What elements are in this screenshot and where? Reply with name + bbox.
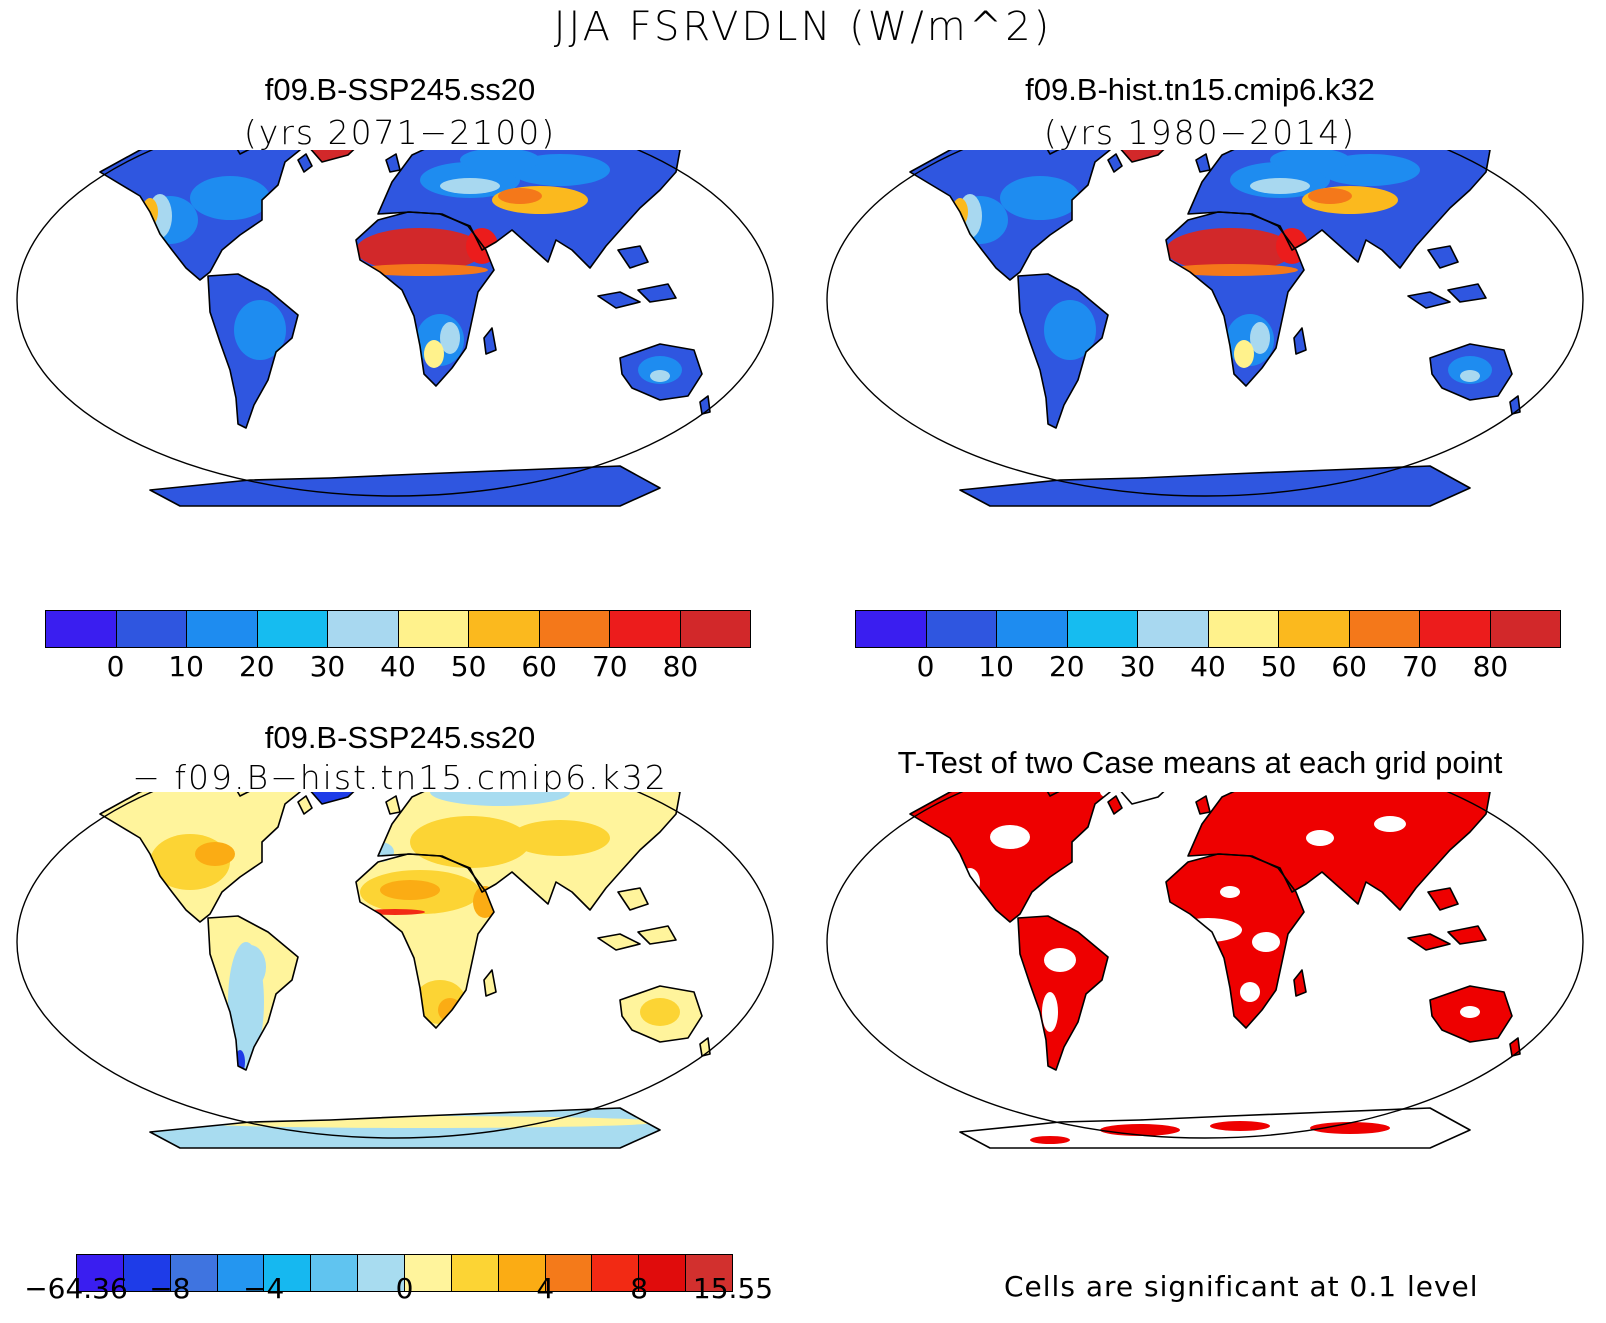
colorbar-swatch [1349, 611, 1420, 647]
colorbar-tick-label: 40 [380, 650, 416, 683]
panel-2-subtitle: (yrs 1980−2014) [1043, 113, 1357, 152]
colorbar-swatch [1208, 611, 1279, 647]
colorbar-panel-3-labels: −64.36 −8 −4 0 4 8 15.55 [24, 1272, 773, 1312]
map-panel-ttest [826, 792, 1584, 1149]
colorbar-swatch [311, 1255, 359, 1291]
colorbar-swatch [1420, 611, 1491, 647]
colorbar-tick-label: −8 [149, 1272, 191, 1305]
colorbar-swatch [1138, 611, 1209, 647]
colorbar-tick-label: 70 [591, 650, 628, 683]
colorbar-swatch [926, 611, 997, 647]
colorbar-tick-label: 4 [536, 1272, 555, 1305]
colorbar-swatch [46, 611, 117, 647]
colorbar-swatch [257, 611, 328, 647]
colorbar-swatch [592, 1255, 640, 1291]
colorbar-tick-label: 60 [1331, 650, 1368, 683]
colorbar-panel-2-labels: 0 10 20 30 40 50 60 70 80 [855, 650, 1561, 690]
colorbar-swatch [123, 1255, 171, 1291]
colorbar-tick-label: 30 [1119, 650, 1156, 683]
colorbar-tick-label: 50 [450, 650, 487, 683]
colorbar-tick-label: 10 [978, 650, 1015, 683]
colorbar-swatch [398, 611, 469, 647]
colorbar-tick-label: 0 [395, 1272, 414, 1305]
colorbar-swatch [686, 1255, 733, 1291]
map-panel-hist [826, 150, 1584, 507]
colorbar-tick-label: 60 [521, 650, 558, 683]
colorbar-tick-label: 0 [106, 650, 125, 683]
colorbar-panel-2 [855, 610, 1561, 648]
colorbar-swatch [997, 611, 1068, 647]
colorbar-tick-label: −4 [243, 1272, 285, 1305]
colorbar-tick-label: 0 [916, 650, 935, 683]
colorbar-swatch [1067, 611, 1138, 647]
colorbar-panel-1 [45, 610, 751, 648]
panel-3-title: f09.B-SSP245.ss20 [264, 720, 536, 755]
colorbar-tick-label: 80 [662, 650, 699, 683]
colorbar-swatch [451, 1255, 499, 1291]
colorbar-swatch [77, 1255, 124, 1291]
panel-3-subtitle: − f09.B−hist.tn15.cmip6.k32 [132, 758, 668, 797]
colorbar-swatch [170, 1255, 218, 1291]
colorbar-tick-label: 30 [309, 650, 346, 683]
colorbar-swatch [358, 1255, 406, 1291]
colorbar-tick-label: 80 [1472, 650, 1509, 683]
colorbar-swatch [498, 1255, 546, 1291]
colorbar-swatch [405, 1255, 452, 1291]
colorbar-tick-label: 40 [1190, 650, 1226, 683]
colorbar-tick-label: 50 [1260, 650, 1297, 683]
colorbar-swatch [328, 611, 399, 647]
colorbar-tick-label: 20 [1048, 650, 1085, 683]
colorbar-swatch [217, 1255, 265, 1291]
panel-1-subtitle: (yrs 2071−2100) [243, 113, 557, 152]
colorbar-swatch [639, 1255, 687, 1291]
colorbar-tick-label: 8 [630, 1272, 649, 1305]
colorbar-tick-label: 10 [168, 650, 205, 683]
colorbar-tick-label: −64.36 [24, 1272, 128, 1305]
colorbar-swatch [187, 611, 258, 647]
colorbar-swatch [680, 611, 750, 647]
colorbar-swatch [1279, 611, 1350, 647]
panel-1-title: f09.B-SSP245.ss20 [264, 72, 536, 107]
colorbar-swatch [539, 611, 610, 647]
panel-4-title: T-Test of two Case means at each grid po… [897, 745, 1503, 780]
colorbar-swatch [264, 1255, 312, 1291]
map-panel-ssp245 [16, 150, 774, 507]
figure-title: JJA FSRVDLN (W/m^2) [553, 4, 1053, 50]
colorbar-swatch [116, 611, 187, 647]
colorbar-panel-1-labels: 0 10 20 30 40 50 60 70 80 [45, 650, 751, 690]
map-panel-difference [16, 792, 774, 1149]
colorbar-tick-label: 15.55 [692, 1272, 774, 1305]
colorbar-tick-label: 70 [1401, 650, 1438, 683]
colorbar-swatch [545, 1255, 593, 1291]
colorbar-panel-3 [76, 1254, 733, 1292]
panel-2-title: f09.B-hist.tn15.cmip6.k32 [1025, 72, 1375, 107]
colorbar-swatch [610, 611, 681, 647]
significance-note: Cells are significant at 0.1 level [1004, 1270, 1479, 1303]
colorbar-swatch [469, 611, 540, 647]
colorbar-swatch [1490, 611, 1560, 647]
colorbar-tick-label: 20 [238, 650, 275, 683]
colorbar-swatch [856, 611, 927, 647]
